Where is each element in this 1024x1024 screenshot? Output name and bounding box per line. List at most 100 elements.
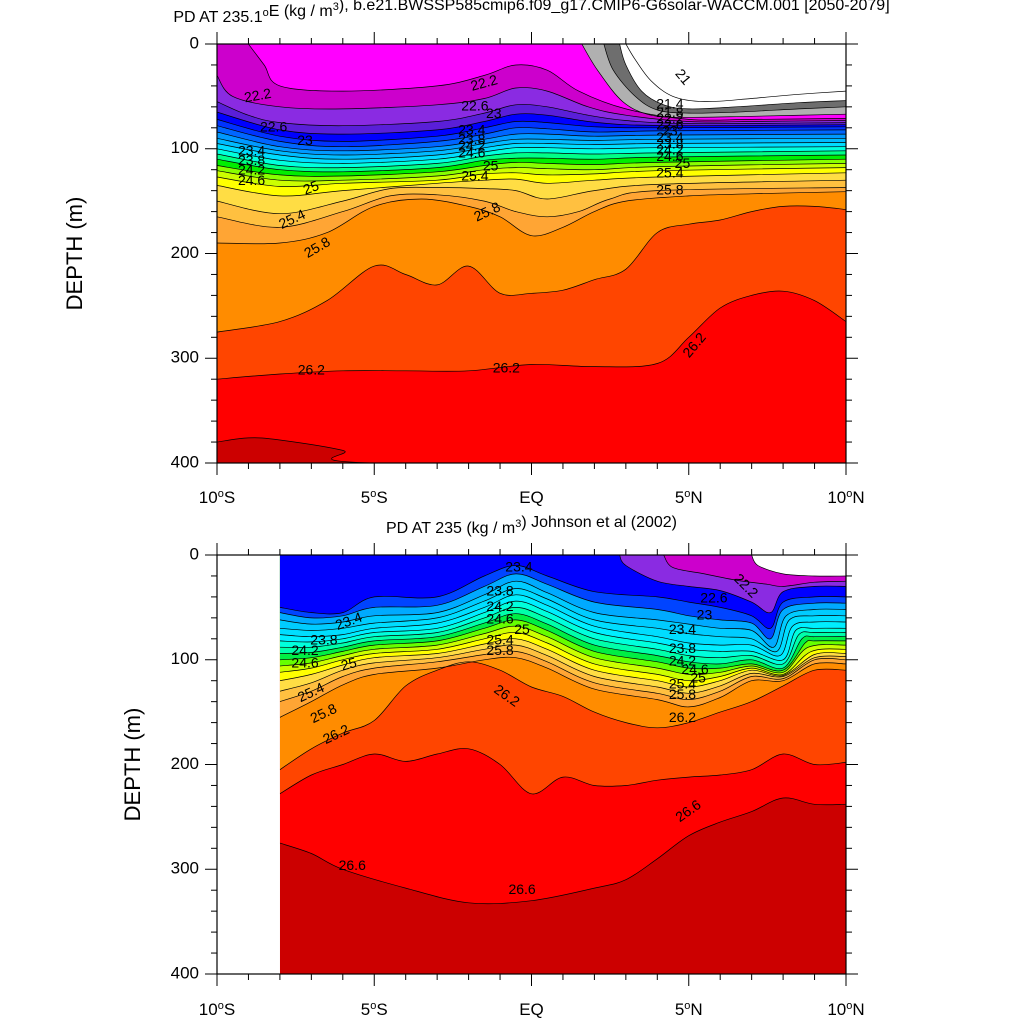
y-tick-label: 300 <box>171 859 199 878</box>
contour-label: 22.2 <box>469 71 500 94</box>
contour-label: 23.8 <box>669 640 696 656</box>
contour-line <box>217 154 846 173</box>
contour-line <box>217 119 846 142</box>
contour-label: 26.6 <box>339 857 366 873</box>
contour-label: 25.8 <box>656 181 683 197</box>
contour-line <box>279 619 846 672</box>
contour-line <box>625 44 846 102</box>
contour-label: 22.6 <box>461 98 488 114</box>
contour-label: 26.2 <box>669 709 696 725</box>
contour-label: 24.6 <box>486 611 513 627</box>
contour-line <box>217 75 846 123</box>
x-tick-label: 10oN <box>827 488 864 507</box>
contour-label: 24.6 <box>681 661 708 677</box>
contour-line <box>279 573 846 640</box>
contour-label: 25 <box>514 621 530 637</box>
contour-line <box>217 163 846 182</box>
contour-label: 26.6 <box>508 881 535 897</box>
y-tick-label: 400 <box>171 963 199 982</box>
contour-line <box>619 555 846 614</box>
contour-line <box>217 125 846 148</box>
x-tick-label: 5oS <box>361 1000 388 1019</box>
contour-line <box>279 594 846 657</box>
chart-title: PD AT 235 (kg / m3) Johnson et al (2002) <box>386 514 677 537</box>
contour-label: 25.4 <box>656 165 683 181</box>
y-tick-label: 0 <box>190 33 199 52</box>
contour-label: 23.4 <box>669 621 696 637</box>
contour-label: 22.6 <box>260 119 287 135</box>
contour-line <box>279 644 846 694</box>
y-tick-label: 200 <box>171 754 199 773</box>
contour-label: 24.6 <box>458 145 485 161</box>
x-tick-label: 10oN <box>827 1000 864 1019</box>
contour-label: 22.6 <box>656 116 683 132</box>
contour-line <box>581 44 846 118</box>
contour-line <box>217 131 846 152</box>
contour-label: 23.8 <box>486 582 513 598</box>
contour-label: 25 <box>301 177 321 197</box>
contour-line <box>279 748 846 795</box>
y-tick-label: 100 <box>171 649 199 668</box>
contour-line <box>217 167 846 188</box>
x-tick-label: 10oS <box>199 488 235 507</box>
contour-line <box>279 600 846 661</box>
contour-label: 26.2 <box>493 359 520 375</box>
contour-line <box>217 179 846 215</box>
contour-label: 24.2 <box>669 653 696 669</box>
contour-line <box>619 44 846 110</box>
contour-line <box>217 111 846 135</box>
contour-label: 23.4 <box>656 129 683 145</box>
contour-fill-group: 23.423.824.224.62525.425.826.223.423.824… <box>279 555 846 974</box>
contour-label: 23 <box>697 606 713 622</box>
contour-line <box>603 44 846 114</box>
contour-label: 25.8 <box>669 686 696 702</box>
contour-label: 25.4 <box>669 676 696 692</box>
contour-label: 23.4 <box>238 143 265 159</box>
contour-label: 23 <box>297 132 313 148</box>
contour-line <box>217 101 846 127</box>
contour-line <box>279 625 846 675</box>
contour-line <box>279 632 846 682</box>
y-axis-label: DEPTH (m) <box>120 708 145 822</box>
chart-title: PD AT 235.1oE (kg / m3), b.e21.BWSSP585c… <box>173 0 889 26</box>
contour-line <box>217 142 846 160</box>
contour-line <box>279 607 846 665</box>
y-tick-label: 200 <box>171 243 199 262</box>
contour-label: 24.2 <box>291 642 318 658</box>
contour-line <box>279 797 846 905</box>
contour-label: 25 <box>339 654 358 674</box>
contour-label: 26.2 <box>298 362 325 378</box>
x-tick-label: EQ <box>519 1000 544 1019</box>
contour-label: 23 <box>662 123 678 139</box>
contour-line <box>279 613 846 670</box>
contour-line <box>751 555 846 577</box>
contour-label: 23.8 <box>458 131 485 147</box>
contour-line <box>217 146 846 164</box>
x-tick-label: 5oN <box>675 488 703 507</box>
contour-label: 23.8 <box>238 152 265 168</box>
contour-label: 23.4 <box>505 558 532 574</box>
contour-line <box>217 137 846 156</box>
panel-observation: 23.423.824.224.62525.425.826.223.423.824… <box>120 514 865 1019</box>
contour-label: 25 <box>675 155 691 171</box>
contour-line <box>248 44 846 121</box>
contour-line <box>279 565 846 629</box>
y-tick-label: 100 <box>171 138 199 157</box>
contour-label: 25 <box>483 157 499 173</box>
contour-label: 25.4 <box>486 632 513 648</box>
x-tick-label: 5oN <box>675 1000 703 1019</box>
contour-label: 23.8 <box>310 632 337 648</box>
contour-label: 21.4 <box>656 95 683 111</box>
y-tick-label: 300 <box>171 348 199 367</box>
x-tick-label: 5oS <box>361 488 388 507</box>
contour-line <box>217 187 846 228</box>
contour-label: 22.2 <box>243 85 273 106</box>
contour-band <box>751 555 846 577</box>
contour-line <box>217 437 846 463</box>
contour-label: 23.4 <box>458 122 485 138</box>
contour-line <box>279 656 846 718</box>
contour-label: 24.2 <box>656 142 683 158</box>
